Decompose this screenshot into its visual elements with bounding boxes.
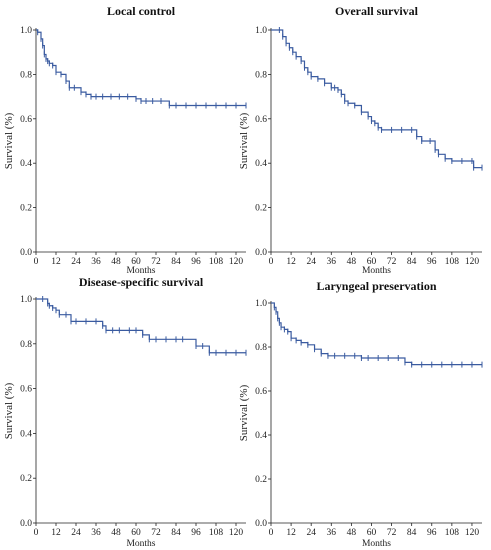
x-tick-label: 60 — [131, 528, 141, 538]
x-tick-label: 108 — [445, 257, 460, 267]
y-tick-label: 0.2 — [255, 475, 267, 485]
chart-title: Laryngeal preservation — [316, 279, 436, 293]
y-tick-label: 0.0 — [255, 248, 267, 258]
x-tick-label: 36 — [327, 528, 337, 538]
x-tick-label: 72 — [387, 528, 397, 538]
y-tick-label: 0.4 — [255, 159, 267, 169]
x-axis-label: Months — [126, 266, 155, 276]
x-tick-label: 48 — [111, 257, 121, 267]
y-tick-label: 0.0 — [255, 519, 267, 529]
x-tick-label: 60 — [131, 257, 141, 267]
survival-curve — [271, 302, 482, 366]
chart-panel-2: Overall survival 0.0 0.2 0.4 0.6 0.8 1.0 0 12 24 3… — [238, 4, 483, 276]
y-tick-label: 0.6 — [20, 115, 32, 125]
x-tick-label: 0 — [34, 257, 39, 267]
x-tick-label: 24 — [306, 257, 316, 267]
x-tick-label: 120 — [465, 257, 480, 267]
x-tick-label: 72 — [151, 257, 161, 267]
x-tick-label: 96 — [191, 257, 201, 267]
x-tick-label: 60 — [367, 528, 377, 538]
x-tick-label: 12 — [51, 528, 61, 538]
y-tick-label: 0.8 — [255, 343, 267, 353]
y-tick-label: 0.4 — [20, 429, 32, 439]
x-tick-label: 84 — [171, 528, 181, 538]
y-tick-label: 1.0 — [255, 299, 267, 309]
x-tick-label: 12 — [51, 257, 61, 267]
y-axis-label: Survival (%) — [3, 112, 15, 169]
y-tick-label: 0.6 — [20, 385, 32, 395]
x-tick-label: 108 — [209, 528, 224, 538]
x-tick-label: 12 — [286, 257, 296, 267]
chart-panel-1: Local control 0.0 0.2 0.4 0.6 0.8 1.0 0 12 24 36 48… — [3, 4, 247, 276]
y-tick-label: 0.2 — [255, 204, 267, 214]
y-tick-label: 0.4 — [255, 431, 267, 441]
x-tick-label: 84 — [407, 257, 417, 267]
x-axis-label: Months — [362, 266, 391, 276]
x-tick-label: 48 — [347, 528, 357, 538]
chart-title: Local control — [107, 4, 176, 18]
x-tick-label: 36 — [91, 257, 101, 267]
x-tick-label: 84 — [171, 257, 181, 267]
survival-curve — [271, 29, 482, 169]
x-tick-label: 120 — [229, 528, 244, 538]
chart-title: Disease-specific survival — [79, 275, 204, 289]
x-tick-label: 72 — [151, 528, 161, 538]
y-axis-label: Survival (%) — [238, 112, 250, 169]
x-tick-label: 120 — [229, 257, 244, 267]
x-tick-label: 84 — [407, 528, 417, 538]
y-tick-label: 0.0 — [20, 248, 32, 258]
y-tick-label: 0.2 — [20, 204, 32, 214]
x-tick-label: 48 — [111, 528, 121, 538]
chart-panel-4: Laryngeal preservation 0.0 0.2 0.4 0.6 0.8 1.0… — [238, 279, 483, 549]
y-tick-label: 0.8 — [255, 70, 267, 80]
survival-curve — [36, 298, 246, 354]
y-tick-label: 0.6 — [255, 115, 267, 125]
x-tick-label: 48 — [347, 257, 357, 267]
x-tick-label: 108 — [209, 257, 224, 267]
x-tick-label: 36 — [327, 257, 337, 267]
y-tick-label: 1.0 — [20, 295, 32, 305]
y-axis-label: Survival (%) — [3, 382, 15, 439]
x-tick-label: 0 — [269, 528, 274, 538]
y-tick-label: 1.0 — [255, 26, 267, 36]
x-tick-label: 12 — [286, 528, 296, 538]
x-tick-label: 108 — [445, 528, 460, 538]
x-tick-label: 24 — [71, 528, 81, 538]
x-tick-label: 0 — [269, 257, 274, 267]
chart-title: Overall survival — [335, 4, 419, 18]
chart-panel-3: Disease-specific survival 0.0 0.2 0.4 0.6 0.8… — [3, 275, 247, 549]
y-tick-label: 0.8 — [20, 70, 32, 80]
x-tick-label: 36 — [91, 528, 101, 538]
y-tick-label: 1.0 — [20, 26, 32, 36]
x-tick-label: 120 — [465, 528, 480, 538]
y-tick-label: 0.8 — [20, 340, 32, 350]
x-tick-label: 96 — [427, 257, 437, 267]
x-axis-label: Months — [362, 539, 391, 549]
x-tick-label: 0 — [34, 528, 39, 538]
y-tick-label: 0.0 — [20, 519, 32, 529]
y-tick-label: 0.6 — [255, 387, 267, 397]
survival-curve — [36, 29, 246, 107]
x-axis-label: Months — [126, 539, 155, 549]
y-axis-label: Survival (%) — [238, 384, 250, 441]
x-tick-label: 96 — [191, 528, 201, 538]
y-tick-label: 0.4 — [20, 159, 32, 169]
x-tick-label: 60 — [367, 257, 377, 267]
x-tick-label: 72 — [387, 257, 397, 267]
x-tick-label: 96 — [427, 528, 437, 538]
y-tick-label: 0.2 — [20, 474, 32, 484]
x-tick-label: 24 — [71, 257, 81, 267]
x-tick-label: 24 — [306, 528, 316, 538]
